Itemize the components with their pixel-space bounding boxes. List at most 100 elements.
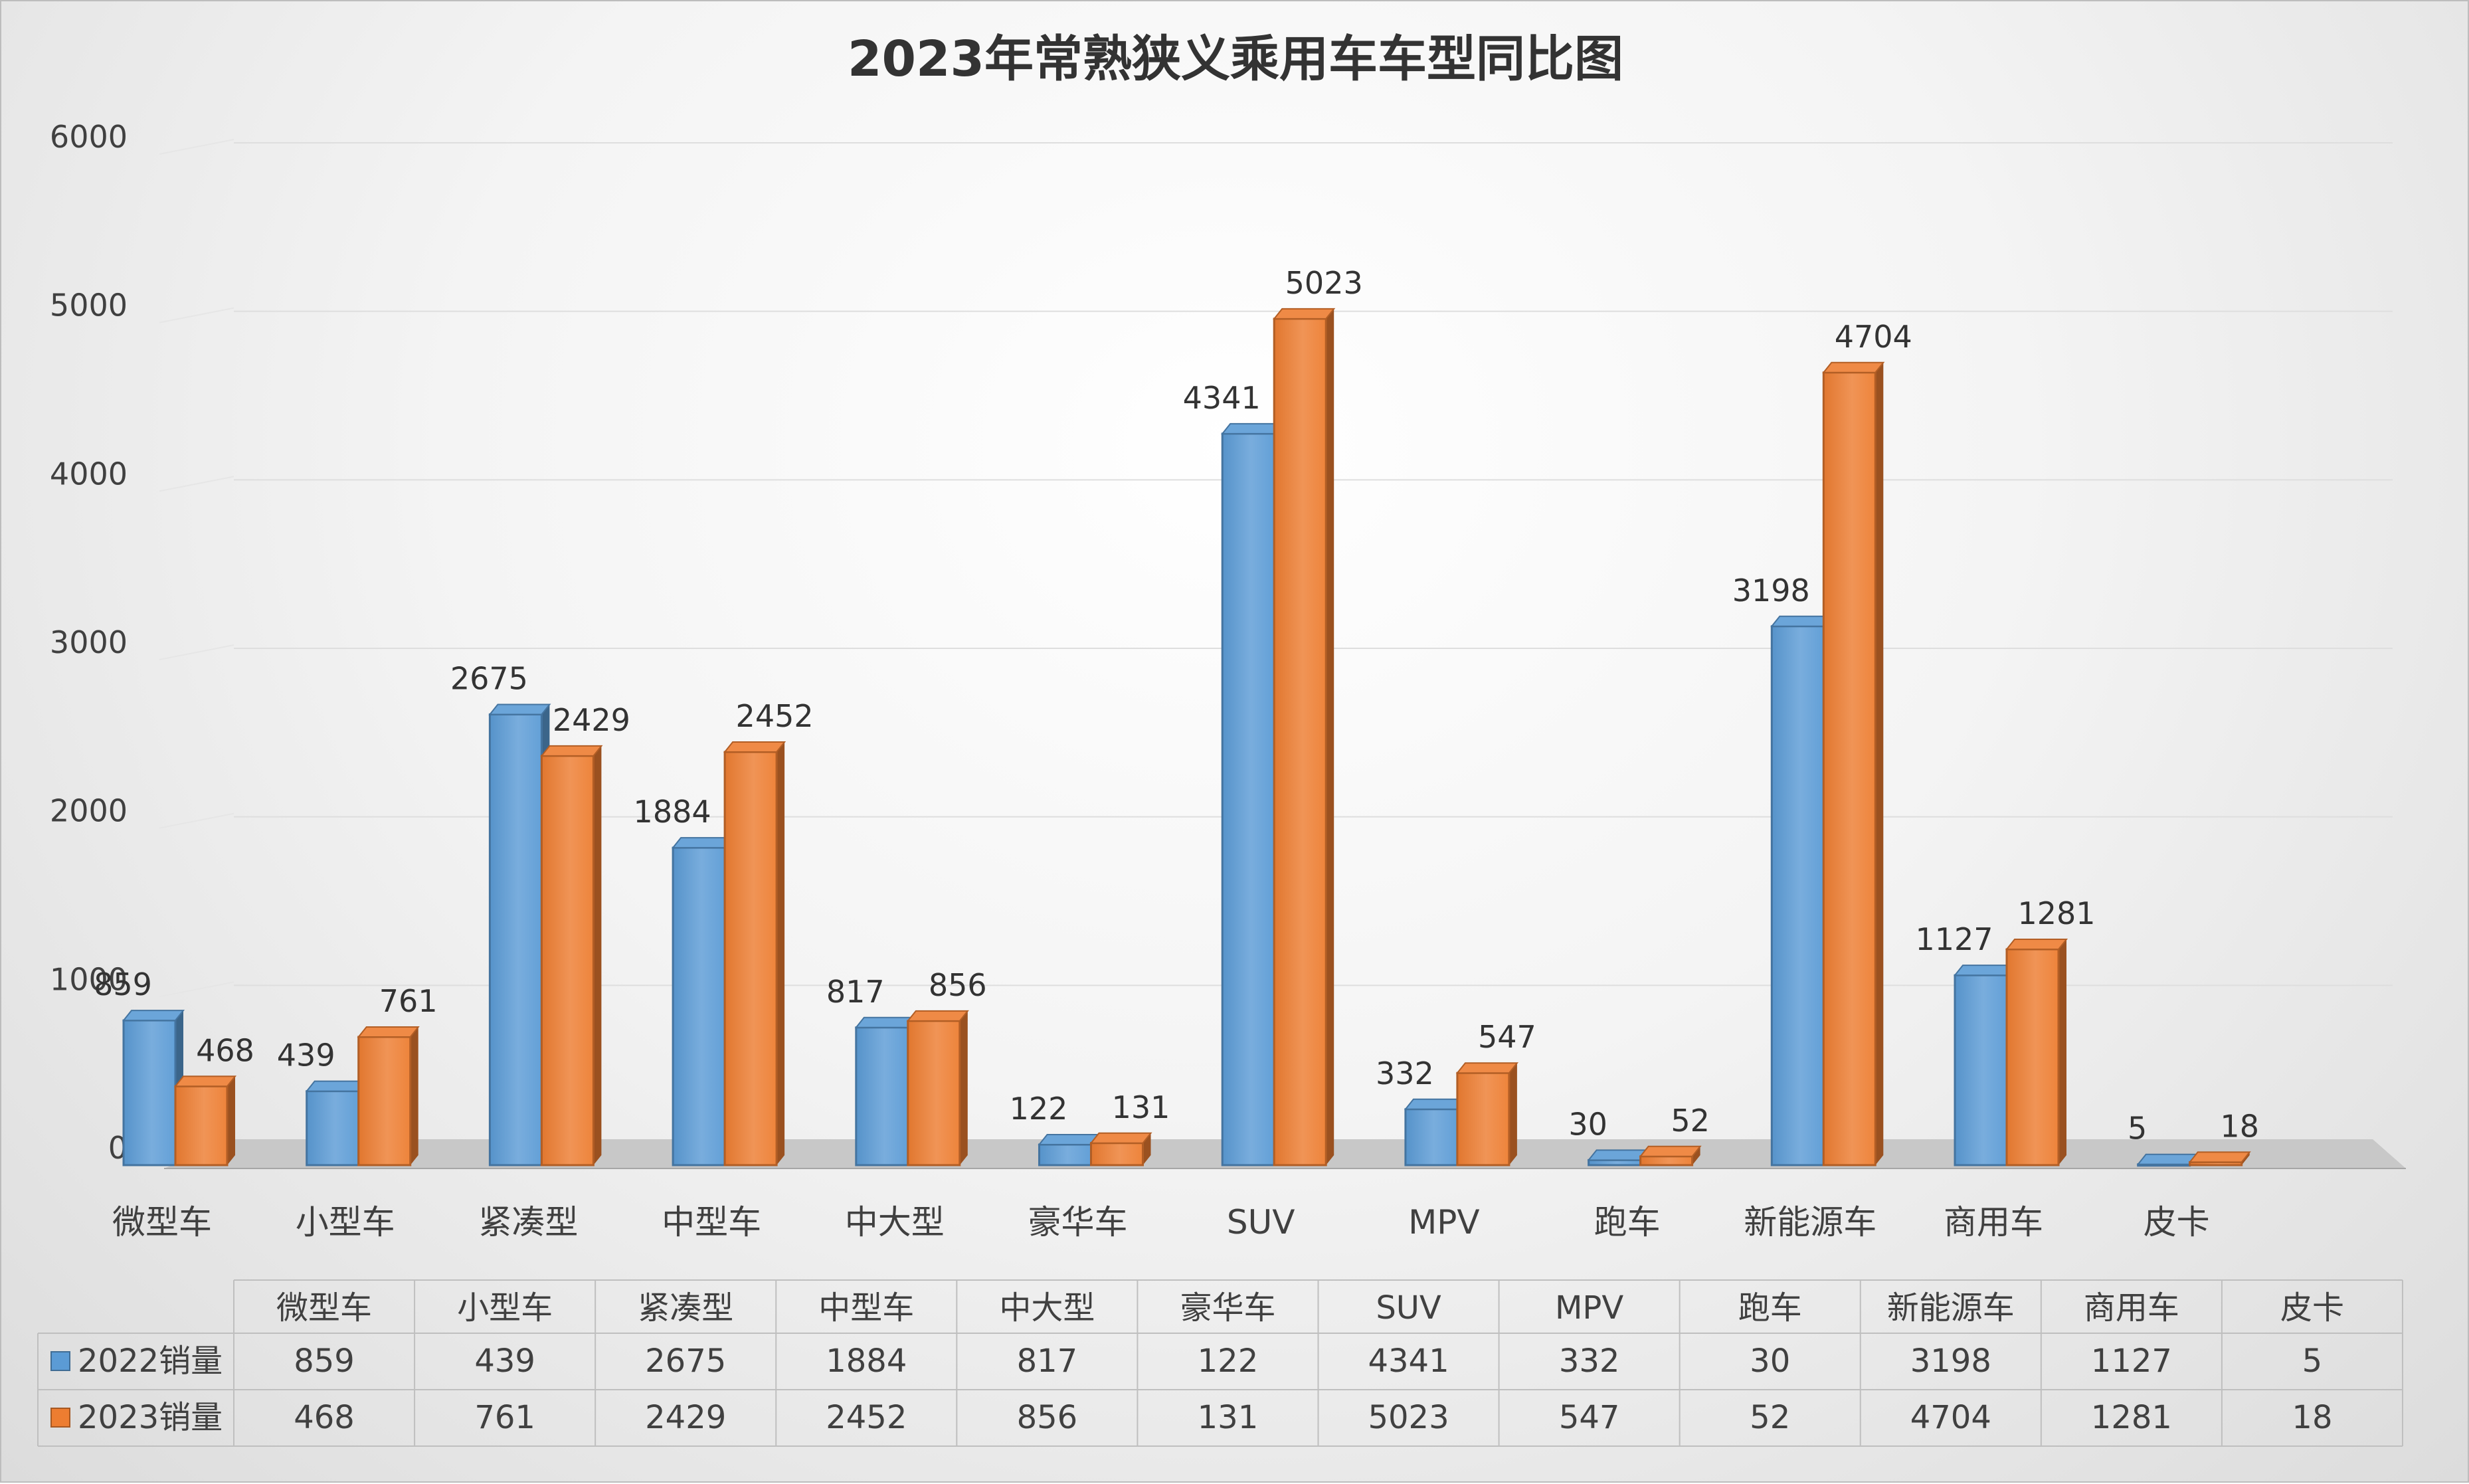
table-cell: 122: [1198, 1343, 1259, 1380]
table-cell: 859: [294, 1343, 355, 1380]
bar-2023销量-小型车: [357, 1026, 420, 1166]
data-label: 30: [1568, 1106, 1607, 1142]
table-header-cell: 皮卡: [2280, 1289, 2344, 1327]
bar-side: [1326, 308, 1334, 1166]
x-tick-label: MPV: [1408, 1203, 1480, 1242]
bar-2023销量-中大型: [906, 1010, 969, 1166]
chart-title: 2023年常熟狭义乘用车车型同比图: [848, 31, 1623, 88]
bar-top: [1455, 1062, 1518, 1074]
bar-front: [2005, 948, 2060, 1166]
bar-side: [593, 745, 602, 1165]
data-label: 547: [1478, 1019, 1536, 1055]
table-cell: 2429: [645, 1399, 726, 1436]
x-tick-label: 豪华车: [1028, 1203, 1128, 1242]
table-header-cell: 跑车: [1738, 1289, 1802, 1327]
table-header-cell: 中型车: [818, 1289, 914, 1327]
bar-front: [122, 1019, 177, 1166]
grid-line: [159, 476, 234, 492]
table-cell: 547: [1559, 1399, 1620, 1436]
bar-top: [1273, 308, 1336, 320]
data-label: 2429: [553, 702, 630, 738]
bar-2023销量-中型车: [723, 741, 786, 1166]
table-cell: 5023: [1368, 1399, 1449, 1436]
table-header-cell: MPV: [1555, 1289, 1623, 1327]
bar-top: [1822, 361, 1885, 373]
bar-front: [1221, 432, 1275, 1166]
table-cell: 1127: [2091, 1343, 2172, 1380]
table-cell: 131: [1198, 1399, 1259, 1436]
legend-swatch: [50, 1351, 70, 1371]
table-cell: 30: [1750, 1343, 1790, 1380]
bar-side: [227, 1076, 235, 1165]
x-axis: 微型车 小型车 紧凑型 中型车 中大型 豪华车 SUV MPV 跑车 新能源车 商用车 皮卡: [112, 1203, 2210, 1242]
data-label: 2452: [736, 698, 814, 734]
data-label: 439: [277, 1038, 335, 1073]
table-header-cell: 豪华车: [1180, 1289, 1275, 1327]
bar-side: [777, 742, 785, 1165]
x-tick-label: 小型车: [296, 1203, 395, 1242]
bar-2023销量-微型车: [173, 1075, 237, 1166]
bar-side: [410, 1026, 418, 1165]
x-tick-label: 微型车: [112, 1203, 212, 1242]
x-tick-label: SUV: [1227, 1203, 1295, 1242]
data-label: 122: [1010, 1091, 1068, 1127]
data-label: 1127: [1915, 921, 1993, 957]
bar-front: [907, 1020, 961, 1166]
bar-front: [1770, 625, 1825, 1166]
bar-top: [173, 1075, 237, 1087]
bar-top: [1639, 1145, 1702, 1157]
legend-label: 2022销量: [78, 1343, 223, 1380]
bar-front: [488, 713, 543, 1166]
x-tick-label: 皮卡: [2144, 1203, 2210, 1242]
grid-line: [159, 139, 234, 155]
bar-top: [488, 703, 551, 715]
table-cell: 5: [2302, 1343, 2323, 1380]
table-cell: 817: [1017, 1343, 1078, 1380]
data-label: 761: [379, 983, 438, 1019]
bar-side: [1509, 1063, 1517, 1165]
bar-side: [1692, 1146, 1700, 1165]
y-tick-label: 1000: [50, 961, 128, 997]
table-cell: 18: [2292, 1399, 2332, 1436]
x-tick-label: 紧凑型: [478, 1203, 578, 1242]
table-header-cell: 紧凑型: [638, 1289, 733, 1327]
table-header-cell: 商用车: [2084, 1289, 2179, 1327]
table-cell: 856: [1017, 1399, 1078, 1436]
data-label: 4704: [1835, 319, 1912, 355]
bar-front: [1822, 371, 1876, 1166]
y-tick-label: 2000: [50, 793, 128, 829]
legend-swatch: [50, 1408, 70, 1428]
data-label: 5: [2128, 1111, 2147, 1147]
x-tick-label: 商用车: [1944, 1203, 2043, 1242]
bar-top: [122, 1010, 185, 1022]
table-header-cell: 新能源车: [1887, 1289, 2015, 1327]
x-tick-label: 新能源车: [1744, 1203, 1876, 1242]
bar-front: [1090, 1142, 1144, 1166]
bar-side: [2058, 939, 2066, 1165]
grid-line: [159, 307, 234, 324]
table-header-cell: SUV: [1376, 1289, 1441, 1327]
grid-line: [159, 644, 234, 660]
data-label: 3198: [1732, 573, 1810, 608]
table-cell: 332: [1559, 1343, 1620, 1380]
data-label: 4341: [1183, 380, 1261, 416]
x-tick-label: 中型车: [662, 1203, 761, 1242]
table-cell: 3198: [1910, 1343, 1991, 1380]
table-cell: 52: [1750, 1399, 1790, 1436]
y-tick-label: 4000: [50, 456, 128, 492]
bar-2023销量-新能源车: [1822, 361, 1885, 1166]
bar-front: [1954, 974, 2008, 1166]
bar-front: [306, 1090, 360, 1166]
bar-top: [1089, 1132, 1152, 1144]
data-table: 微型车 小型车 紧凑型 中型车 中大型 豪华车 SUV MPV 跑车 新能源车 商用车 皮卡 2022销…: [37, 1279, 2403, 1447]
table-cell: 468: [294, 1399, 355, 1436]
data-label: 131: [1112, 1089, 1170, 1125]
bar-side: [959, 1010, 968, 1165]
data-label: 332: [1376, 1056, 1434, 1091]
bar-front: [1639, 1155, 1694, 1166]
table-cell: 1281: [2091, 1399, 2172, 1436]
table-header-cell: 小型车: [457, 1289, 553, 1327]
bar-front: [357, 1036, 412, 1166]
bar-front: [1588, 1159, 1642, 1166]
